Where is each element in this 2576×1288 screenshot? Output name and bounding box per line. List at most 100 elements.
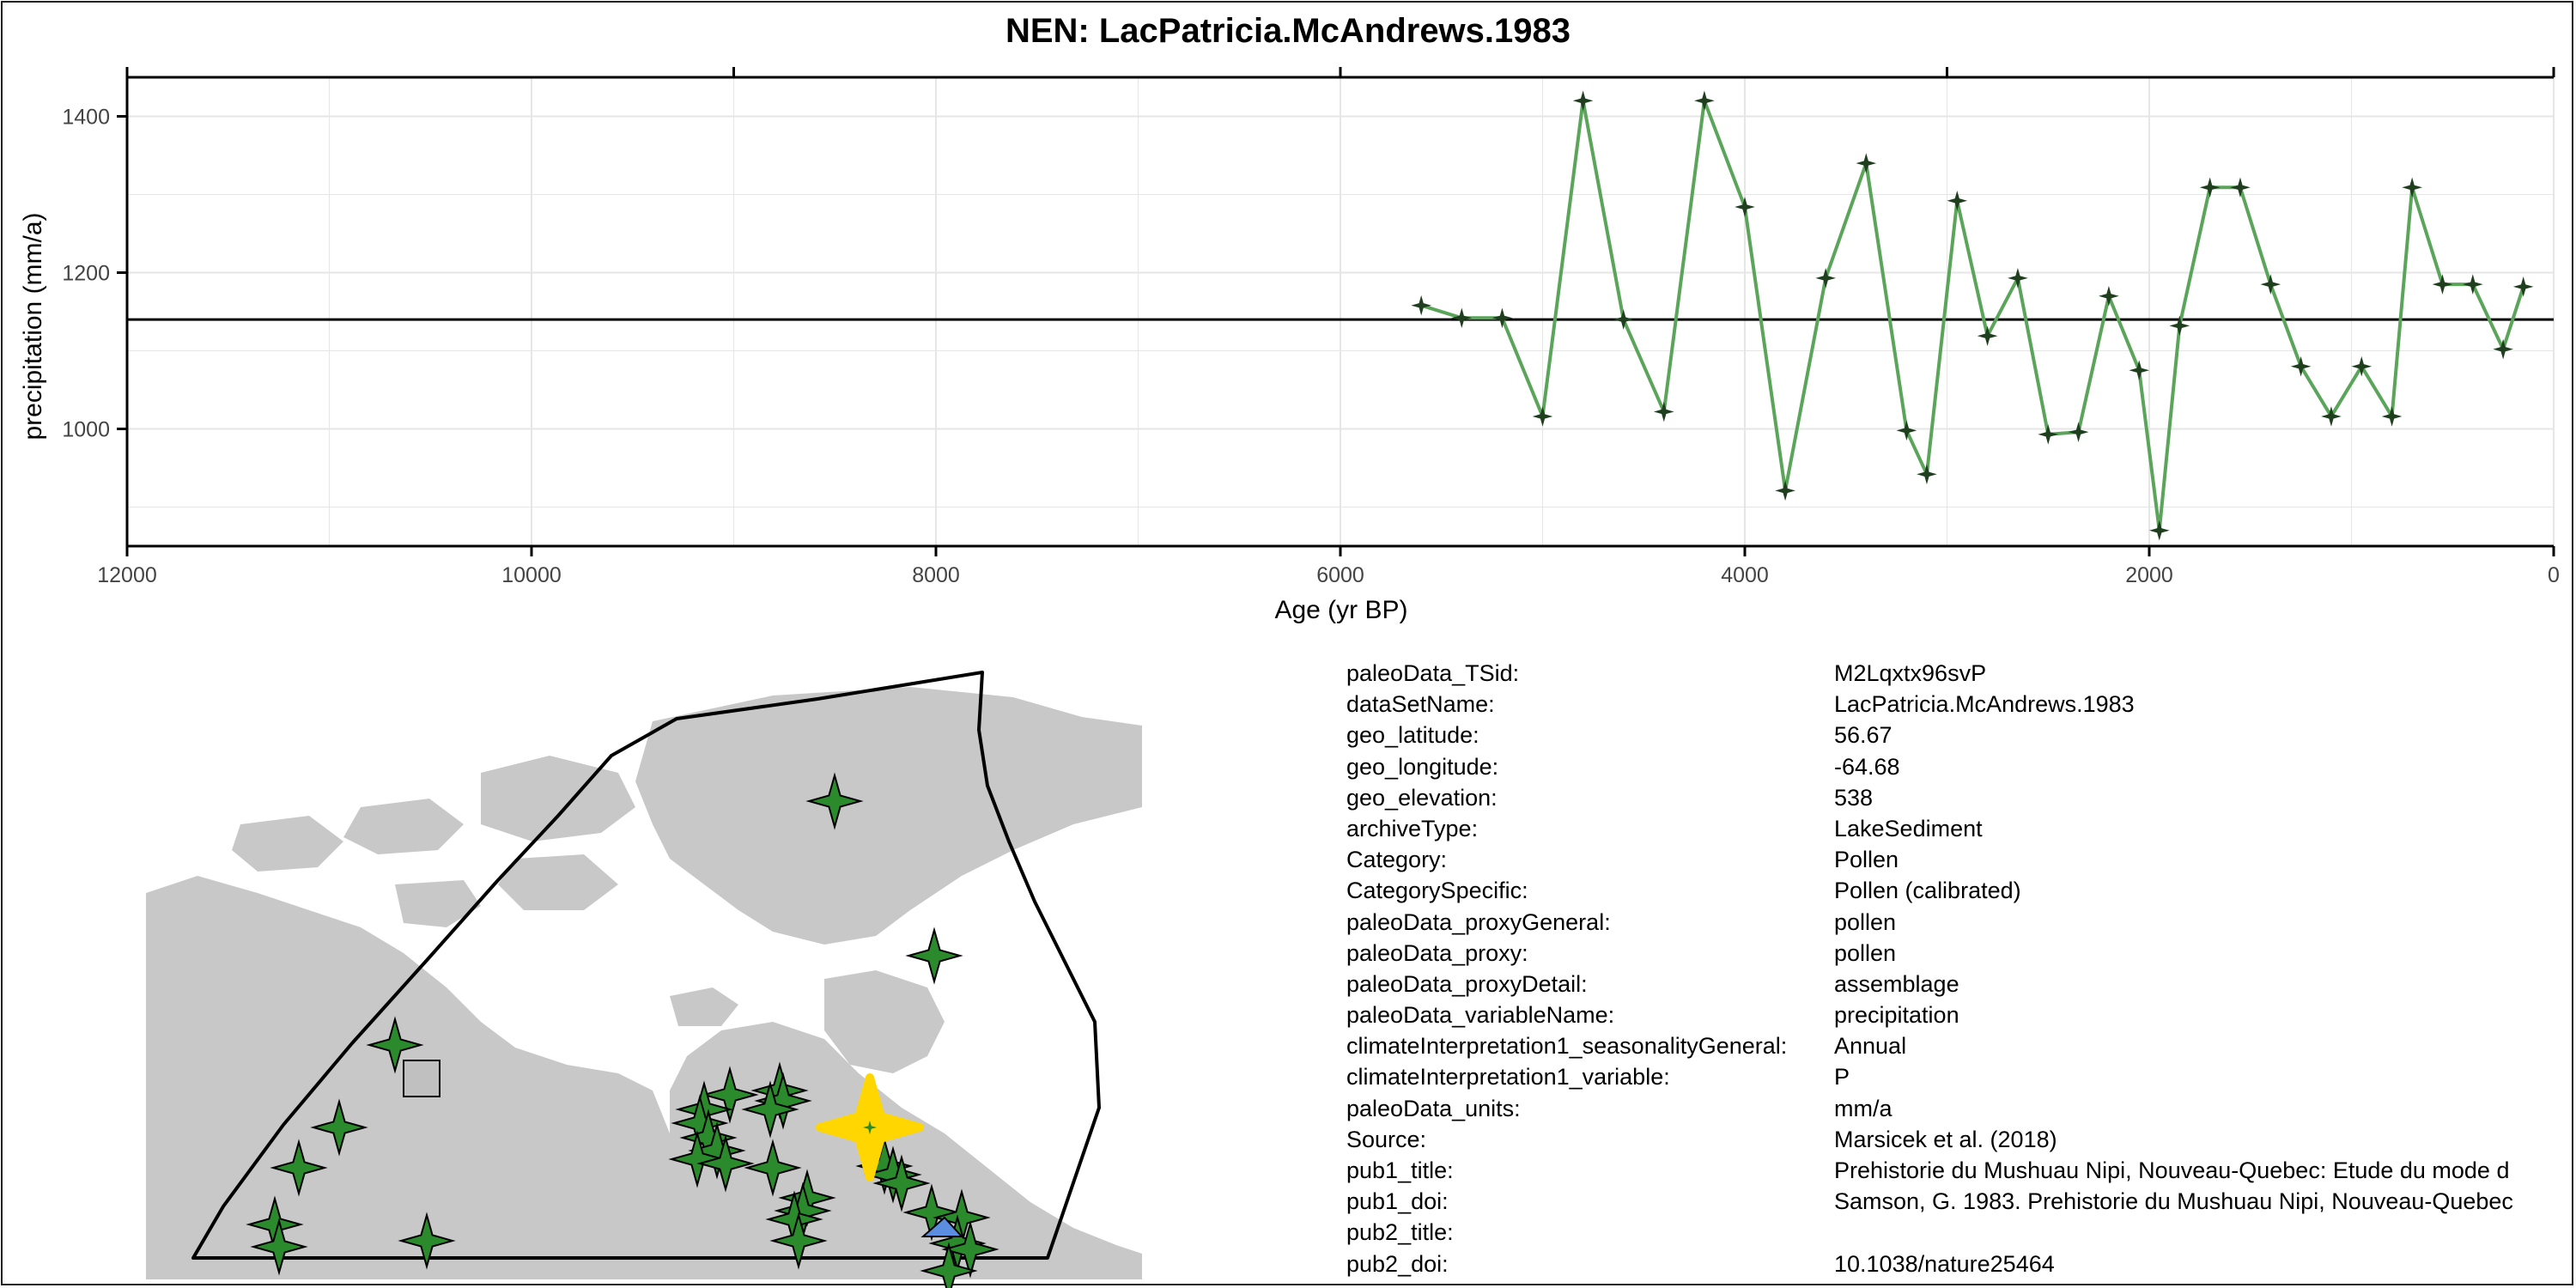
site-marker <box>688 1121 746 1180</box>
metadata-row: Category: Pollen <box>1346 844 2574 875</box>
metadata-value: -64.68 <box>1834 753 1900 780</box>
land-arctic-island-3 <box>232 816 343 872</box>
metadata-panel: paleoData_TSid: M2Lqxtx96svP dataSetName: L… <box>1346 658 2574 1285</box>
site-marker <box>941 1220 999 1279</box>
land-arctic-island-5 <box>395 880 481 927</box>
metadata-row: pub2_doi: 10.1038/nature25464 <box>1346 1249 2574 1279</box>
chart-title: NEN: LacPatricia.McAndrews.1983 <box>1005 12 1571 50</box>
metadata-value: Samson, G. 1983. Prehistorie du Mushuau … <box>1834 1188 2513 1215</box>
metadata-value: LacPatricia.McAndrews.1983 <box>1834 691 2135 718</box>
data-point <box>2321 406 2342 427</box>
data-point <box>1451 307 1473 329</box>
metadata-key: paleoData_proxyDetail: <box>1346 970 1588 997</box>
metadata-row: climateInterpretation1_seasonalityGenera… <box>1346 1030 2574 1061</box>
metadata-value: mm/a <box>1834 1095 1893 1121</box>
metadata-key: climateInterpretation1_variable: <box>1346 1064 1670 1091</box>
x-tick-label: 12000 <box>97 563 157 587</box>
data-point <box>1735 197 1755 217</box>
metadata-row: paleoData_TSid: M2Lqxtx96svP <box>1346 658 2574 689</box>
site-marker <box>270 1139 328 1197</box>
metadata-key: Category: <box>1346 847 1448 873</box>
metadata-row: CategorySpecific: Pollen (calibrated) <box>1346 875 2574 906</box>
metadata-key: dataSetName: <box>1346 691 1495 718</box>
metadata-key: paleoData_TSid: <box>1346 660 1520 686</box>
metadata-row: paleoData_units: mm/a <box>1346 1093 2574 1124</box>
metadata-value: P <box>1834 1064 1850 1091</box>
metadata-value: 56.67 <box>1834 722 1893 749</box>
site-marker <box>310 1098 368 1157</box>
metadata-key: geo_latitude: <box>1346 722 1479 749</box>
metadata-key: archiveType: <box>1346 815 1479 841</box>
data-point <box>2493 338 2513 360</box>
data-point <box>2169 315 2190 337</box>
metadata-key: climateInterpretation1_seasonalityGenera… <box>1346 1033 1788 1060</box>
metadata-key: paleoData_units: <box>1346 1095 1521 1121</box>
metadata-row: paleoData_variableName: precipitation <box>1346 999 2574 1030</box>
metadata-key: CategorySpecific: <box>1346 878 1528 904</box>
grid-layer <box>126 77 2555 546</box>
metadata-value: M2Lqxtx96svP <box>1834 660 1987 686</box>
metadata-value: Pollen <box>1834 847 1899 873</box>
data-point <box>2038 424 2059 445</box>
site-markers <box>246 772 999 1288</box>
metadata-row: pub1_doi: Samson, G. 1983. Prehistorie du… <box>1346 1186 2574 1217</box>
metadata-row: paleoData_proxy: pollen <box>1346 938 2574 969</box>
metadata-row: pub2_title: <box>1346 1217 2574 1248</box>
metadata-value: assemblage <box>1834 970 1959 997</box>
metadata-key: paleoData_variableName: <box>1346 1002 1615 1029</box>
site-marker <box>769 1212 828 1270</box>
metadata-row: paleoData_proxyDetail: assemblage <box>1346 969 2574 999</box>
site-marker <box>805 772 864 830</box>
data-point <box>2008 268 2028 289</box>
data-point <box>1653 401 1674 422</box>
metadata-key: Source: <box>1346 1126 1427 1152</box>
data-point <box>2230 177 2251 198</box>
metadata-row: archiveType: LakeSediment <box>1346 813 2574 844</box>
highlighted-site-center <box>863 1121 877 1134</box>
site-marker <box>398 1212 456 1270</box>
land-arctic-island-2 <box>343 799 464 854</box>
metadata-value: Pollen (calibrated) <box>1834 878 2021 904</box>
data-point <box>2129 360 2150 381</box>
metadata-key: pub1_doi: <box>1346 1188 1449 1215</box>
x-tick-label: 4000 <box>1721 563 1769 587</box>
x-axis-label: Age (yr BP) <box>1274 596 1407 624</box>
land-arctic-island-1 <box>481 756 635 841</box>
site-marker <box>902 1183 961 1242</box>
metadata-value: 538 <box>1834 784 1874 811</box>
site-marker <box>366 1016 424 1074</box>
metadata-value: pollen <box>1834 908 1897 935</box>
data-point <box>1694 90 1715 112</box>
data-point <box>1411 295 1432 316</box>
site-marker <box>696 1134 755 1193</box>
y-axis-label: precipitation (mm/a) <box>19 212 47 440</box>
site-marker <box>744 1139 802 1197</box>
metadata-key: pub1_title: <box>1346 1157 1454 1183</box>
region-outline <box>191 671 1101 1260</box>
tick-labels: 12000 10000 8000 6000 4000 2000 0 1000 1200 1400 <box>62 106 2560 588</box>
site-marker <box>872 1154 931 1212</box>
y-tick-label: 1200 <box>62 262 110 286</box>
metadata-value: Annual <box>1834 1033 1907 1060</box>
series-precipitation <box>1411 90 2534 541</box>
site-map <box>146 671 1142 1288</box>
square-site-marker <box>403 1060 440 1097</box>
site-marker <box>920 1242 978 1288</box>
metadata-value: Prehistorie du Mushuau Nipi, Nouveau-Que… <box>1834 1157 2510 1183</box>
data-point <box>2402 177 2422 198</box>
land-ungava-peninsula <box>824 970 945 1073</box>
metadata-value: 10.1038/nature25464 <box>1834 1250 2055 1277</box>
data-point <box>2260 274 2281 295</box>
data-point <box>1492 307 1513 329</box>
site-marker <box>250 1218 308 1276</box>
data-point <box>2199 177 2221 198</box>
data-point <box>1977 325 1998 347</box>
y-tick-label: 1000 <box>62 418 110 442</box>
metadata-row: pub1_title: Prehistorie du Mushuau Nipi, … <box>1346 1155 2574 1186</box>
metadata-value: pollen <box>1834 939 1897 966</box>
metadata-row: Source: Marsicek et al. (2018) <box>1346 1124 2574 1155</box>
data-point <box>2148 519 2170 541</box>
metadata-key: pub2_title: <box>1346 1219 1454 1246</box>
series-line <box>1420 99 2525 532</box>
